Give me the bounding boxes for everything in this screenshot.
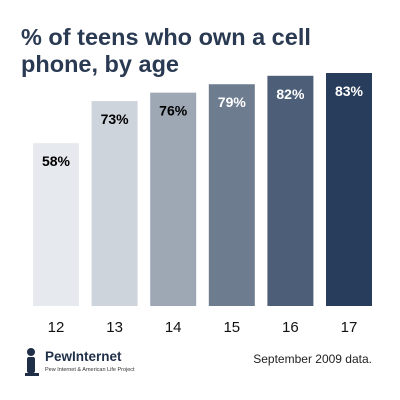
- bar-age-16: [267, 75, 314, 307]
- logo-tagline: Pew Internet & American Life Project: [45, 367, 135, 373]
- bar-value-label: 76%: [159, 103, 188, 119]
- bar-age-12: [33, 143, 79, 306]
- bar-age-13: [91, 101, 138, 306]
- pew-internet-logo: PewInternet Pew Internet & American Life…: [22, 346, 182, 380]
- x-tick-label: 14: [165, 319, 182, 336]
- bar-age-15: [208, 84, 255, 306]
- chart-title: % of teens who own a cell phone, by age: [21, 24, 311, 77]
- x-tick-label: 16: [282, 319, 299, 336]
- x-tick-label: 17: [341, 319, 358, 336]
- x-tick-label: 12: [48, 319, 65, 336]
- pew-person-icon: [25, 348, 39, 376]
- x-tick-label: 15: [223, 319, 240, 336]
- bar-value-label: 83%: [335, 83, 364, 99]
- logo-name: PewInternet: [45, 349, 122, 364]
- bar-age-14: [150, 92, 197, 306]
- x-tick-label: 13: [106, 319, 123, 336]
- bar-value-label: 58%: [42, 153, 71, 169]
- bar-value-label: 73%: [101, 111, 130, 127]
- data-date-note: September 2009 data.: [253, 352, 372, 366]
- bar-value-label: 82%: [276, 86, 305, 102]
- bar-age-17: [326, 73, 372, 306]
- bar-value-label: 79%: [218, 94, 247, 110]
